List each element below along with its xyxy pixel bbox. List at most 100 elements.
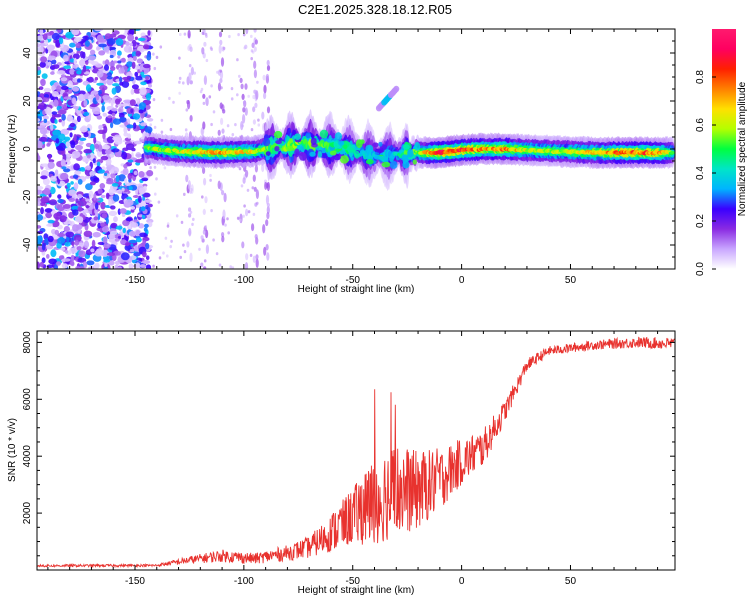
noise-blob [105,181,115,185]
noise-speck [189,81,193,85]
noise-blob [40,163,50,168]
noise-blob [89,181,96,186]
noise-blob [145,75,150,81]
noise-speck [157,200,161,204]
noise-streak [200,235,204,240]
snr-panel: -150 -100 -50 0 50 2000 4000 6000 8000 Height o… [7,330,676,596]
spectrogram-x-axis: -150 -100 -50 0 50 [47,29,659,286]
noise-blob [103,172,108,176]
noise-blob [77,78,81,83]
noise-blob [37,140,42,147]
snr-x-label: Height of straight line (km) [298,585,415,596]
noise-blob [142,44,150,50]
noise-blob [111,107,118,112]
noise-speck [160,118,164,122]
noise-blob [96,70,104,78]
noise-blob [108,188,115,196]
noise-speck [216,70,219,74]
noise-blob [72,64,78,69]
noise-blob [138,187,146,195]
noise-speck [182,243,185,247]
x-tick-label: 50 [565,275,577,286]
noise-blob [44,208,53,213]
noise-blob [59,172,69,180]
noise-speck [240,184,244,188]
noise-blob [97,169,105,174]
noise-blob [45,211,53,219]
noise-speck [210,84,213,88]
noise-blob [139,258,143,262]
noise-blob [77,93,85,102]
noise-blob [146,170,154,177]
noise-speck [229,265,232,269]
noise-blob [63,225,70,233]
noise-blob [105,158,112,165]
noise-blob [146,118,154,122]
turbulence-blob [305,132,311,139]
noise-speck [178,80,181,84]
noise-blob [46,254,50,259]
band-cell [278,144,283,149]
noise-blob [121,57,126,63]
noise-blob [114,238,120,242]
turbulence-blob [265,155,270,161]
noise-blob [76,115,81,123]
noise-blob [134,71,139,77]
noise-blob [135,262,141,269]
noise-blob [54,229,59,235]
noise-blob [103,266,109,269]
noise-blob [115,98,121,105]
noise-speck [209,173,212,178]
noise-blob [120,252,130,261]
noise-streak [205,244,209,254]
noise-blob [123,163,128,169]
turbulence-blob [354,150,360,159]
turbulence-blob [338,140,345,146]
noise-streak [245,29,249,35]
noise-blob [61,263,69,269]
noise-blob [102,112,107,117]
noise-blob [97,149,103,158]
y-tick-label: 40 [22,47,33,59]
noise-blob [54,113,62,118]
noise-blob [111,112,116,117]
noise-blob [102,236,108,244]
noise-blob [144,199,152,203]
noise-blob [50,249,57,258]
noise-streak [262,74,266,81]
noise-streak [244,83,248,90]
noise-blob [69,68,75,75]
noise-streak [265,219,269,227]
noise-blob [125,182,132,186]
noise-blob [77,257,87,263]
noise-speck [184,128,188,132]
noise-streak [265,244,269,251]
noise-blob [43,87,52,93]
noise-blob [46,264,54,269]
noise-speck [230,87,234,91]
noise-blob [106,77,114,86]
noise-blob [132,195,139,198]
turbulence-blob [379,155,389,161]
noise-streak [202,167,206,174]
noise-blob [110,66,116,71]
noise-blob [134,159,144,163]
noise-speck [179,255,182,259]
noise-blob [144,126,153,134]
noise-speck [203,259,207,263]
turbulence-blob [378,141,383,147]
x-tick-label: 0 [459,576,465,587]
snr-x-axis: -150 -100 -50 0 50 [47,331,659,587]
noise-blob [127,34,135,42]
noise-speck [166,254,169,258]
noise-blob [94,77,99,81]
noise-streak [221,128,225,134]
noise-blob [53,212,62,220]
y-tick-label: -40 [22,237,33,252]
noise-blob [131,39,137,47]
noise-blob [80,110,85,114]
noise-blob [71,205,80,211]
noise-blob [37,91,41,96]
noise-blob [73,174,79,179]
noise-blob [37,188,42,195]
